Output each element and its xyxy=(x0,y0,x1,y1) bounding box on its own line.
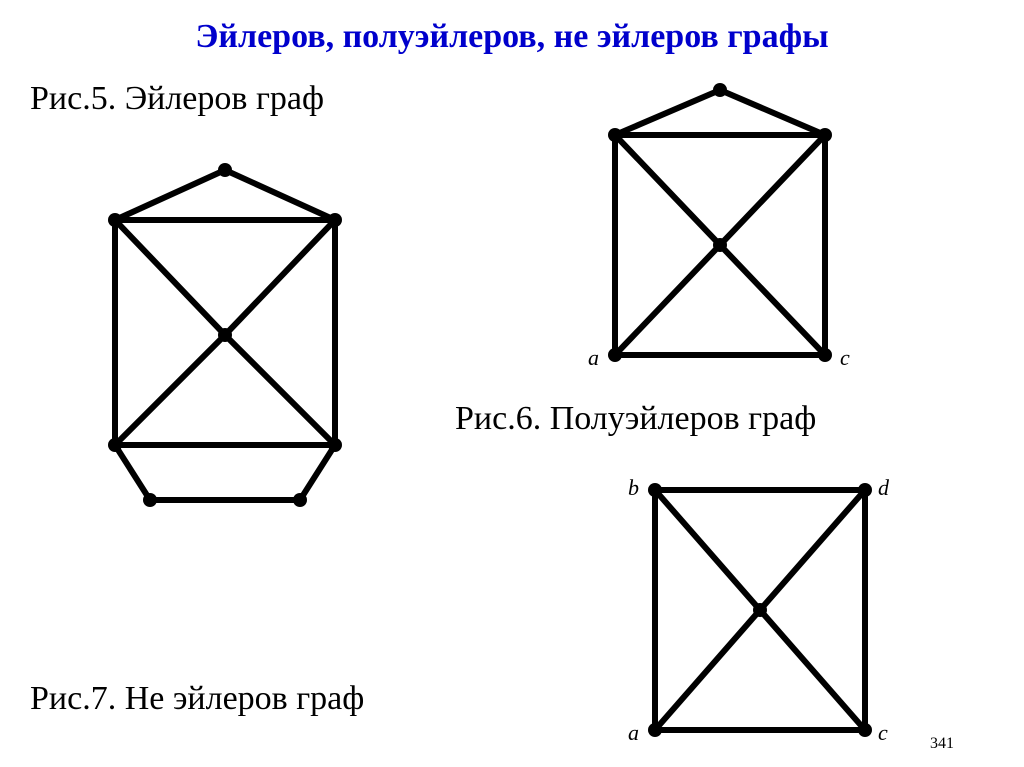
graph-node xyxy=(108,438,122,452)
graph-edge xyxy=(615,135,720,245)
graph-non-eulerian: b d a c xyxy=(570,450,930,760)
graph-node-label: a xyxy=(588,345,599,370)
graph-edge xyxy=(760,490,865,610)
caption-fig5: Рис.5. Эйлеров граф xyxy=(30,80,324,118)
graph-node xyxy=(648,723,662,737)
graph-node xyxy=(858,483,872,497)
graph-edge xyxy=(225,170,335,220)
graph-edge xyxy=(760,610,865,730)
graph-node xyxy=(648,483,662,497)
graph-edge xyxy=(115,220,225,335)
graph-node xyxy=(818,128,832,142)
graph-node xyxy=(753,603,767,617)
graph-edge xyxy=(225,220,335,335)
graph-node xyxy=(328,213,342,227)
page-title: Эйлеров, полуэйлеров, не эйлеров графы xyxy=(0,18,1024,56)
graph-edge xyxy=(720,135,825,245)
caption-fig7: Рис.7. Не эйлеров граф xyxy=(30,680,364,718)
graph-node xyxy=(143,493,157,507)
graph-node xyxy=(218,328,232,342)
graph-edge xyxy=(615,90,720,135)
graph-semi-eulerian: ac xyxy=(520,60,900,400)
graph-edge xyxy=(655,490,760,610)
graph-node xyxy=(713,83,727,97)
graph-edge xyxy=(115,170,225,220)
graph-node-label: c xyxy=(878,720,888,745)
graph-node xyxy=(328,438,342,452)
graph-node xyxy=(293,493,307,507)
graph-edge xyxy=(225,335,335,445)
graph-node xyxy=(858,723,872,737)
graph-edge xyxy=(720,90,825,135)
graph-edge xyxy=(115,445,150,500)
page-number: 341 xyxy=(930,735,954,753)
graph-edge xyxy=(720,245,825,355)
graph-node-label: b xyxy=(628,475,639,500)
graph-node-label: c xyxy=(840,345,850,370)
caption-fig6: Рис.6. Полуэйлеров граф xyxy=(455,400,816,438)
graph-edge xyxy=(300,445,335,500)
graph-edge xyxy=(615,245,720,355)
graph-node-label: d xyxy=(878,475,890,500)
graph-node xyxy=(713,238,727,252)
graph-node xyxy=(818,348,832,362)
graph-node-label: a xyxy=(628,720,639,745)
graph-node xyxy=(608,348,622,362)
graph-node xyxy=(218,163,232,177)
graph-eulerian xyxy=(40,140,410,540)
graph-node xyxy=(108,213,122,227)
graph-node xyxy=(608,128,622,142)
graph-edge xyxy=(115,335,225,445)
graph-edge xyxy=(655,610,760,730)
